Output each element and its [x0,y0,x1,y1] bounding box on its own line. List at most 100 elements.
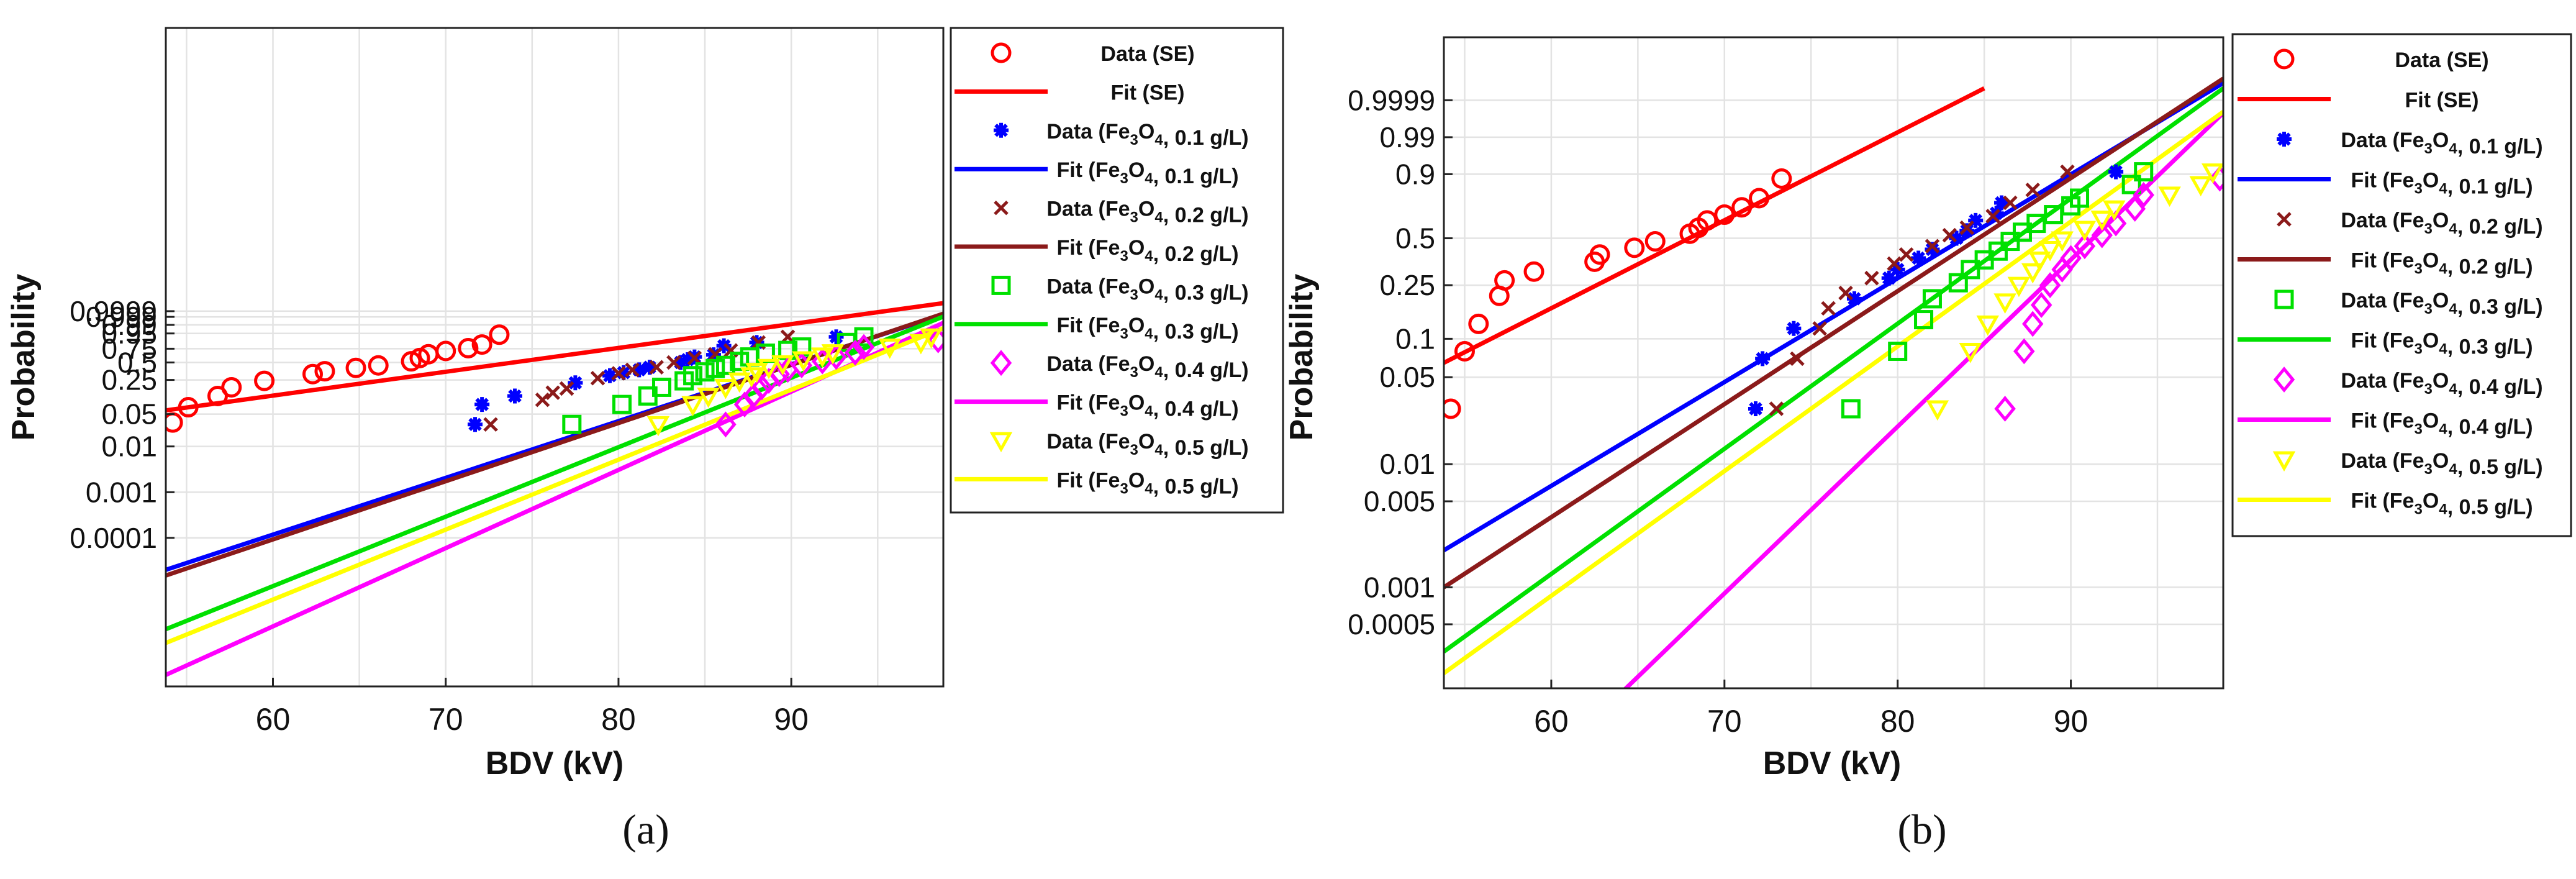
data-point-fe3o4-0-2-g-l [687,350,702,366]
data-point-fe3o4-0-3-g-l [1841,399,1861,419]
data-point-fe3o4-0-2-g-l [1812,321,1827,336]
data-point-fe3o4-0-1-g-l [1994,195,2010,211]
legend-entry: Data (Fe3O4, 0.3 g/L) [1046,275,1248,304]
legend-entry: Data (Fe3O4, 0.2 g/L) [2341,209,2542,239]
y-tick-label: 0.005 [1364,485,1435,517]
data-point-fe3o4-0-3-g-l [562,414,582,434]
data-point-fe3o4-0-3-g-l [651,377,671,397]
y-tick-label: 0.05 [101,398,157,430]
y-tick-label: 0.01 [101,430,157,463]
data-point-fe3o4-0-5-g-l [1959,342,1982,363]
data-point-fe3o4-0-5-g-l [2189,176,2213,197]
data-point-fe3o4-0-3-g-l [730,352,750,371]
data-point-fe3o4-0-4-g-l [1994,396,2016,422]
data-point-fe3o4-0-5-g-l [745,363,768,383]
data-point-fe3o4-0-2-g-l [2060,164,2075,180]
legend-entry: Data (SE) [1100,42,1194,66]
data-point-fe3o4-0-3-g-l [1914,310,1934,330]
data-point-fe3o4-0-4-g-l [927,327,943,353]
legend: Data (SE) Fit (SE) Data (Fe3O4, 0.1 g/L) Fi… [2231,33,2572,537]
data-point-fe3o4-0-2-g-l [535,392,550,408]
data-point-fe3o4-0-2-g-l [1925,239,1940,254]
data-point-fe3o4-0-5-g-l [757,358,781,380]
fit-line-fe3o4-0-4-g-l [1623,111,2223,688]
data-point-fe3o4-0-1-g-l [632,362,647,378]
axes-frame [1443,36,2225,690]
y-tick-label: 0.95 [101,317,157,350]
x-tick-label: 80 [1880,704,1915,739]
data-point-se [1468,313,1489,334]
data-point-fe3o4-0-5-g-l [728,372,751,393]
data-point-fe3o4-0-5-g-l [2007,276,2031,298]
x-tick-label: 70 [1707,704,1742,739]
data-point-fe3o4-0-4-g-l [2074,233,2096,260]
y-axis-label: Probability [1284,274,1320,441]
data-point-fe3o4-0-5-g-l [2202,163,2223,184]
y-tick-label: 0.25 [1379,269,1435,301]
data-point-se [254,370,275,391]
chart-panel-a: 60 70 80 900.99990.9990.990.950.750.50.250.… [6,27,1284,853]
data-point-fe3o4-0-4-g-l [2060,245,2082,271]
data-point-fe3o4-0-4-g-l [715,411,737,438]
y-tick-label: 0.5 [1395,222,1435,255]
data-point-fe3o4-0-5-g-l [810,347,834,368]
data-point-fe3o4-0-3-g-l [1988,241,2008,261]
data-point-fe3o4-0-3-g-l [1948,273,1968,293]
legend-entry: Data (Fe3O4, 0.5 g/L) [1046,430,1248,460]
data-point-fe3o4-0-5-g-l [714,378,737,399]
data-point-fe3o4-0-1-g-l [828,329,844,345]
data-point-fe3o4-0-5-g-l [771,355,794,376]
legend-marker [994,200,1009,216]
y-tick-label: 0.5 [117,347,157,379]
legend-marker [989,432,1013,453]
data-point-fe3o4-0-5-g-l [646,416,670,437]
legend-marker [2274,48,2295,70]
y-tick-label: 0.9999 [70,295,157,327]
data-point-se [1644,231,1666,252]
data-point-fe3o4-0-5-g-l [2090,211,2114,231]
data-point-fe3o4-0-4-g-l [2091,222,2113,248]
data-point-fe3o4-0-5-g-l [2028,251,2051,272]
data-point-fe3o4-0-3-g-l [2070,188,2090,208]
data-point-fe3o4-0-2-g-l [625,362,640,378]
data-point-fe3o4-0-3-g-l [1888,341,1908,361]
data-point-fe3o4-0-3-g-l [1961,260,1980,280]
legend-entry: Data (Fe3O4, 0.5 g/L) [2341,449,2542,479]
data-point-fe3o4-0-4-g-l [2133,181,2154,208]
data-point-fe3o4-0-2-g-l [1942,227,1957,243]
data-point-fe3o4-0-1-g-l [468,417,483,432]
data-point-fe3o4-0-2-g-l [1898,247,1914,262]
data-point-fe3o4-0-5-g-l [878,339,902,359]
data-point-fe3o4-0-4-g-l [751,374,773,401]
legend-entry: Data (Fe3O4, 0.4 g/L) [2341,369,2542,399]
data-point-se [1523,261,1544,282]
legend-entry: Fit (Fe3O4, 0.5 g/L) [1056,468,1238,498]
data-point-fe3o4-0-5-g-l [2051,231,2074,252]
data-point-fe3o4-0-2-g-l [649,360,664,375]
fit-line-fe3o4-0-5-g-l [1444,110,2223,675]
data-point-fe3o4-0-2-g-l [1838,285,1853,301]
data-point-fe3o4-0-3-g-l [705,358,725,378]
legend-entry: Data (Fe3O4, 0.4 g/L) [1046,352,1248,382]
data-point-se [1771,168,1792,189]
data-point-fe3o4-0-2-g-l [666,355,681,370]
y-tick-label: 0.01 [1379,448,1435,480]
legend-marker [994,122,1009,138]
data-point-fe3o4-0-1-g-l [1846,291,1862,306]
data-point-se [302,363,323,385]
data-point-fe3o4-0-5-g-l [2038,241,2062,262]
legend-marker [2272,451,2296,472]
data-point-fe3o4-0-3-g-l [612,394,632,414]
data-point-fe3o4-0-5-g-l [909,334,933,355]
x-axis-label: BDV (kV) [486,745,624,781]
y-tick-label: 0.0005 [1348,608,1435,640]
data-point-se [489,324,510,345]
data-point-fe3o4-0-1-g-l [1755,351,1771,367]
data-point-fe3o4-0-5-g-l [2103,200,2126,221]
data-point-fe3o4-0-2-g-l [1959,220,1975,235]
data-point-se [1624,237,1645,258]
data-point-se [1749,188,1770,209]
data-point-fe3o4-0-1-g-l [2108,164,2124,180]
legend-marker [991,275,1011,295]
y-tick-label: 0.99 [101,309,157,341]
